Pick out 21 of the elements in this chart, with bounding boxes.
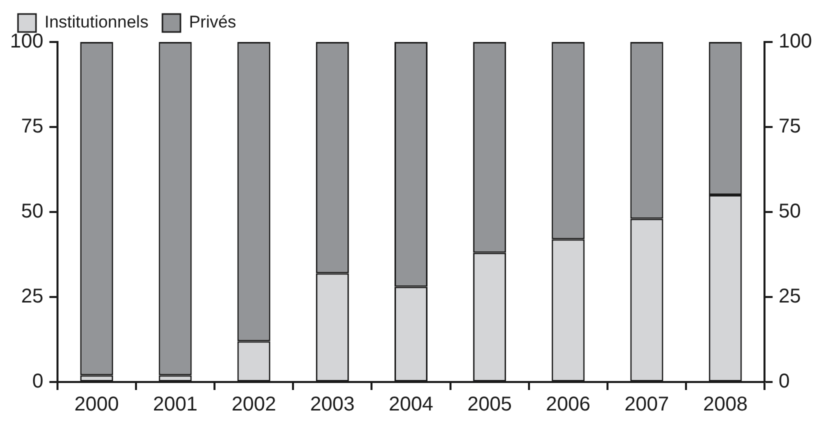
x-tick-label: 2005 [467,394,512,416]
y-tick-label: 75 [21,116,44,138]
x-tick-label: 2007 [624,394,670,416]
y2-tick-label: 100 [778,30,812,53]
legend-label: Privés [188,12,236,32]
x-tick-label: 2003 [310,394,355,416]
y-tick-label: 25 [21,286,44,308]
x-tick-label: 2002 [232,394,276,416]
y2-tick-label: 50 [778,200,801,223]
y-tick-label: 50 [21,200,44,223]
x-tick-label: 2008 [703,394,748,416]
y2-tick-label: 25 [778,286,801,308]
y2-tick-label: 75 [778,116,801,138]
y-tick-label: 0 [32,370,44,393]
x-tick-label: 2004 [388,394,434,416]
x-tick-label: 2006 [546,394,590,416]
y-tick-label: 100 [10,30,44,53]
legend-label: Institutionnels [44,12,148,32]
x-tick-label: 2001 [152,394,198,416]
y2-tick-label: 0 [778,370,790,393]
x-tick-label: 2000 [74,394,119,416]
